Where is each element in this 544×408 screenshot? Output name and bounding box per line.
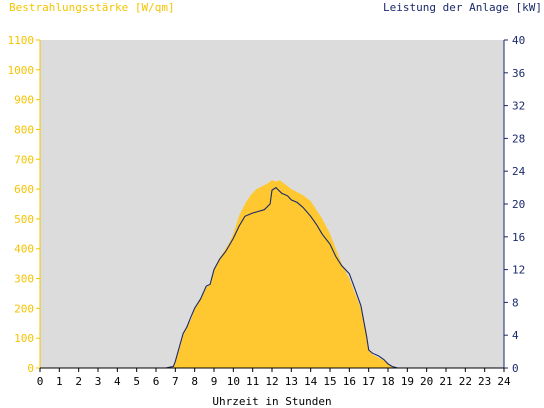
x-tick-label: 17 <box>362 375 375 388</box>
left-tick-label: 300 <box>14 273 34 286</box>
x-tick-label: 5 <box>133 375 140 388</box>
right-tick-label: 20 <box>512 198 525 211</box>
left-tick-label: 400 <box>14 243 34 256</box>
x-tick-label: 13 <box>285 375 298 388</box>
x-tick-label: 20 <box>420 375 433 388</box>
right-tick-label: 12 <box>512 264 525 277</box>
x-tick-label: 12 <box>265 375 278 388</box>
left-tick-label: 100 <box>14 332 34 345</box>
x-tick-label: 4 <box>114 375 121 388</box>
x-tick-label: 0 <box>37 375 44 388</box>
x-tick-label: 14 <box>304 375 318 388</box>
x-tick-label: 8 <box>191 375 198 388</box>
left-tick-label: 700 <box>14 153 34 166</box>
right-tick-label: 0 <box>512 362 519 375</box>
right-tick-label: 36 <box>512 67 525 80</box>
left-tick-label: 600 <box>14 183 34 196</box>
x-axis-label: Uhrzeit in Stunden <box>212 395 331 408</box>
x-tick-label: 16 <box>343 375 356 388</box>
right-tick-label: 28 <box>512 132 525 145</box>
right-tick-label: 40 <box>512 34 525 47</box>
x-tick-label: 7 <box>172 375 179 388</box>
left-tick-label: 0 <box>27 362 34 375</box>
right-tick-label: 16 <box>512 231 525 244</box>
left-tick-label: 900 <box>14 94 34 107</box>
x-tick-label: 22 <box>459 375 472 388</box>
power-line <box>40 186 504 369</box>
right-tick-label: 32 <box>512 100 525 113</box>
irradiance-area <box>40 180 504 368</box>
right-axis-title: Leistung der Anlage [kW] <box>383 1 542 14</box>
right-tick-label: 4 <box>512 329 519 342</box>
x-tick-label: 1 <box>56 375 63 388</box>
left-tick-label: 1000 <box>8 64 35 77</box>
x-tick-label: 15 <box>323 375 336 388</box>
x-tick-label: 9 <box>211 375 218 388</box>
left-tick-label: 500 <box>14 213 34 226</box>
x-tick-label: 11 <box>246 375 259 388</box>
left-tick-label: 1100 <box>8 34 35 47</box>
x-tick-label: 19 <box>401 375 414 388</box>
x-tick-label: 3 <box>95 375 102 388</box>
left-axis-title: Bestrahlungsstärke [W/qm] <box>9 1 175 14</box>
x-tick-label: 24 <box>497 375 511 388</box>
x-tick-label: 21 <box>439 375 452 388</box>
left-tick-label: 800 <box>14 123 34 136</box>
x-tick-label: 6 <box>153 375 160 388</box>
x-tick-label: 18 <box>381 375 394 388</box>
x-tick-label: 10 <box>227 375 240 388</box>
right-tick-label: 8 <box>512 296 519 309</box>
right-tick-label: 24 <box>512 165 526 178</box>
x-tick-label: 2 <box>75 375 82 388</box>
left-tick-label: 200 <box>14 302 34 315</box>
x-tick-label: 23 <box>478 375 491 388</box>
